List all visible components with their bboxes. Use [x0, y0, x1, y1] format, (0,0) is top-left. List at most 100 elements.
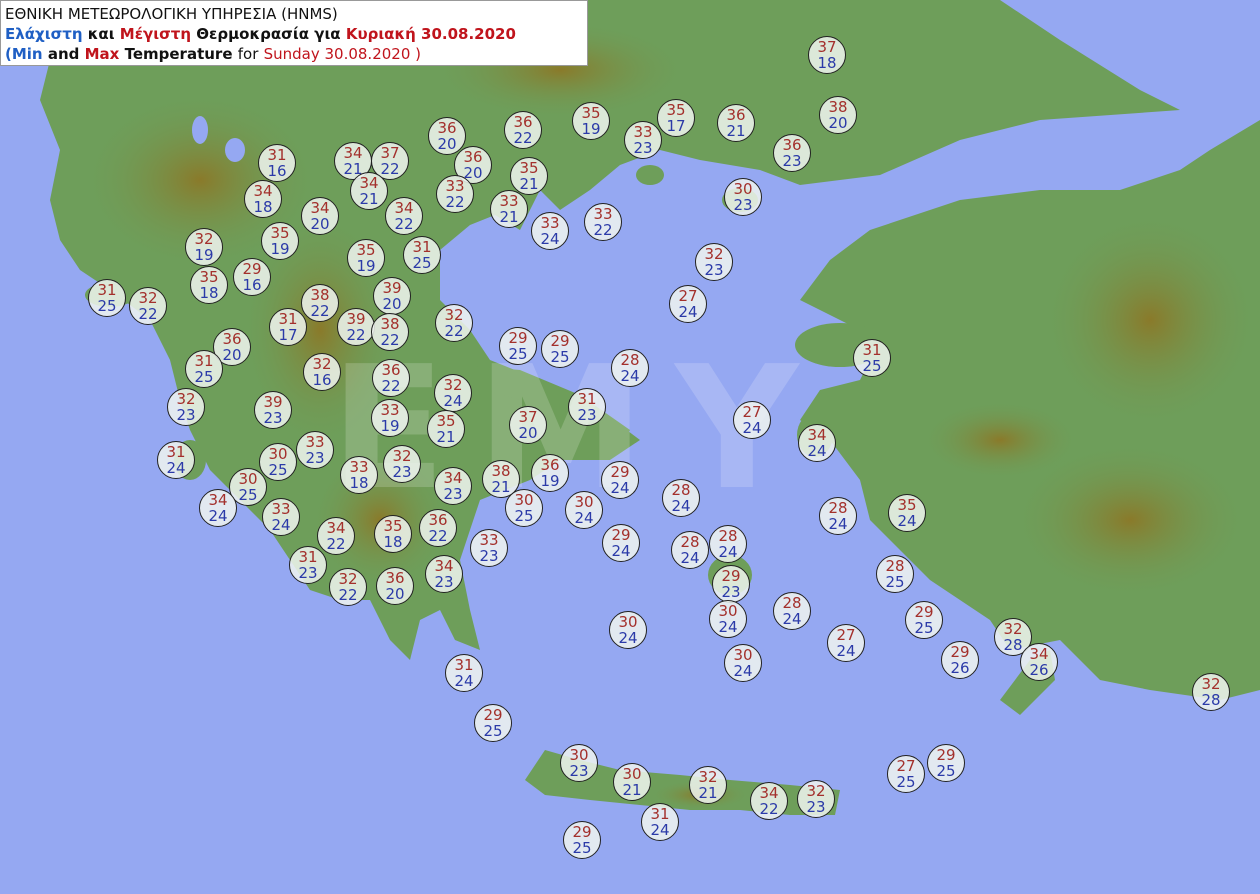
min-temp: 21	[726, 122, 746, 140]
max-temp: 32	[176, 390, 196, 408]
max-temp: 32	[312, 355, 332, 373]
min-temp: 22	[380, 160, 400, 178]
station-marker: 27 24	[733, 401, 771, 439]
title-en-temp: Temperature	[124, 45, 233, 63]
min-temp: 22	[444, 322, 464, 340]
min-temp: 25	[194, 368, 214, 386]
station-marker: 33 24	[262, 498, 300, 536]
max-temp: 30	[718, 602, 738, 620]
max-temp: 31	[298, 548, 318, 566]
max-temp: 31	[454, 656, 474, 674]
min-temp: 22	[759, 800, 779, 818]
station-marker: 31 25	[853, 339, 891, 377]
station-marker: 35 19	[261, 222, 299, 260]
min-temp: 23	[577, 406, 597, 424]
min-temp: 23	[721, 583, 741, 601]
max-temp: 35	[581, 104, 601, 122]
max-temp: 32	[704, 245, 724, 263]
station-marker: 31 24	[445, 654, 483, 692]
max-temp: 39	[382, 279, 402, 297]
station-marker: 33 22	[436, 175, 474, 213]
min-temp: 23	[176, 406, 196, 424]
station-marker: 34 26	[1020, 643, 1058, 681]
land-euboea	[460, 365, 630, 450]
max-temp: 29	[508, 329, 528, 347]
max-temp: 28	[671, 481, 691, 499]
min-temp: 23	[633, 139, 653, 157]
station-marker: 34 18	[244, 180, 282, 218]
station-marker: 35 24	[888, 494, 926, 532]
station-marker: 33 23	[470, 529, 508, 567]
min-temp: 25	[862, 357, 882, 375]
min-temp: 24	[807, 442, 827, 460]
max-temp: 33	[540, 214, 560, 232]
max-temp: 38	[491, 462, 511, 480]
land-thasos	[636, 165, 664, 185]
max-temp: 35	[436, 412, 456, 430]
max-temp: 31	[97, 281, 117, 299]
min-temp: 24	[620, 367, 640, 385]
min-temp: 16	[242, 276, 262, 294]
min-temp: 24	[671, 497, 691, 515]
min-temp: 25	[885, 573, 905, 591]
station-marker: 35 21	[510, 157, 548, 195]
min-temp: 24	[836, 642, 856, 660]
max-temp: 36	[726, 106, 746, 124]
max-temp: 27	[742, 403, 762, 421]
max-temp: 33	[593, 205, 613, 223]
max-temp: 36	[513, 113, 533, 131]
min-temp: 24	[678, 303, 698, 321]
min-temp: 24	[166, 459, 186, 477]
max-temp: 34	[208, 491, 228, 509]
station-marker: 31 25	[403, 236, 441, 274]
station-marker: 30 25	[259, 443, 297, 481]
title-english: (Min and Max Temperature for Sunday 30.0…	[5, 44, 583, 64]
station-marker: 29 25	[927, 744, 965, 782]
max-temp: 33	[305, 433, 325, 451]
min-temp: 22	[381, 377, 401, 395]
max-temp: 31	[166, 443, 186, 461]
min-temp: 25	[412, 254, 432, 272]
min-temp: 20	[437, 135, 457, 153]
min-temp: 24	[733, 662, 753, 680]
max-temp: 32	[138, 289, 158, 307]
min-temp: 24	[610, 479, 630, 497]
title-agency: ΕΘΝΙΚΗ ΜΕΤΕΩΡΟΛΟΓΙΚΗ ΥΠΗΡΕΣΙΑ (HNMS)	[5, 5, 338, 23]
max-temp: 34	[807, 426, 827, 444]
title-en-for: for	[237, 45, 259, 63]
max-temp: 39	[346, 310, 366, 328]
title-greek: Ελάχιστη και Μέγιστη Θερμοκρασία για Κυρ…	[5, 24, 583, 44]
max-temp: 35	[897, 496, 917, 514]
station-marker: 35 21	[427, 410, 465, 448]
station-marker: 28 24	[709, 525, 747, 563]
min-temp: 21	[519, 175, 539, 193]
max-temp: 33	[380, 401, 400, 419]
max-temp: 32	[698, 768, 718, 786]
max-temp: 35	[270, 224, 290, 242]
station-marker: 28 24	[819, 497, 857, 535]
min-temp: 21	[359, 190, 379, 208]
min-temp: 25	[550, 348, 570, 366]
min-temp: 22	[513, 129, 533, 147]
station-marker: 32 22	[129, 287, 167, 325]
max-temp: 36	[463, 148, 483, 166]
max-temp: 37	[518, 408, 538, 426]
min-temp: 21	[491, 478, 511, 496]
min-temp: 18	[199, 284, 219, 302]
max-temp: 35	[666, 101, 686, 119]
min-temp: 23	[479, 547, 499, 565]
station-marker: 31 24	[641, 803, 679, 841]
max-temp: 30	[733, 646, 753, 664]
station-marker: 37 18	[808, 36, 846, 74]
min-temp: 22	[338, 586, 358, 604]
station-marker: 28 24	[773, 592, 811, 630]
station-marker: 30 24	[565, 491, 603, 529]
station-marker: 29 25	[905, 601, 943, 639]
min-temp: 21	[436, 428, 456, 446]
title-greek-max: Μέγιστη	[119, 25, 192, 43]
title-en-min: Min	[11, 45, 43, 63]
max-temp: 30	[733, 180, 753, 198]
max-temp: 31	[650, 805, 670, 823]
min-temp: 23	[704, 261, 724, 279]
max-temp: 27	[836, 626, 856, 644]
